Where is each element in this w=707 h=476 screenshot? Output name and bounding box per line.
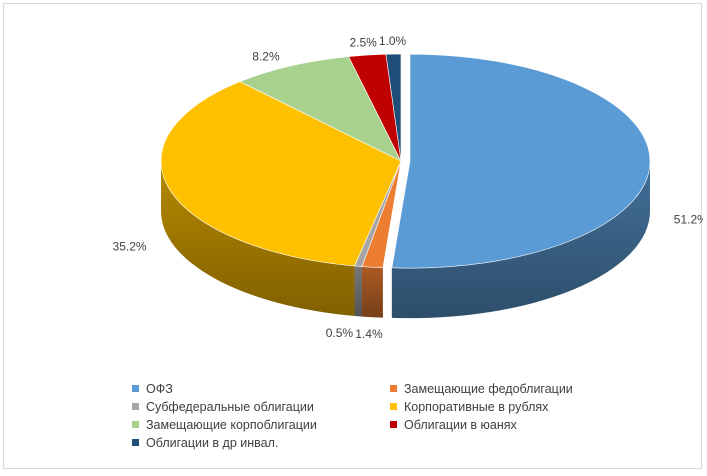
pie-slice-ofz bbox=[391, 53, 651, 269]
legend-swatch bbox=[390, 403, 397, 410]
legend-item-other-fx: Облигации в др инвал. bbox=[132, 434, 390, 451]
data-label-yuan: 2.5% bbox=[349, 35, 377, 49]
legend-label: ОФЗ bbox=[146, 381, 173, 396]
data-label-replacement-corp: 8.2% bbox=[252, 49, 280, 63]
pie-slice-side-corporate-rub bbox=[161, 161, 355, 316]
legend-item-subfederal: Субфедеральные облигации bbox=[132, 398, 390, 415]
legend-item-ofz: ОФЗ bbox=[132, 380, 390, 397]
legend-item-corporate-rub: Корпоративные в рублях bbox=[390, 398, 648, 415]
legend-swatch bbox=[132, 403, 139, 410]
data-label-subfederal: 0.5% bbox=[326, 326, 354, 340]
data-label-corporate-rub: 35.2% bbox=[113, 239, 147, 253]
chart-legend: ОФЗ Замещающие федоблигации Субфедеральн… bbox=[132, 380, 652, 451]
legend-swatch bbox=[132, 385, 139, 392]
legend-label: Корпоративные в рублях bbox=[404, 399, 549, 414]
pie-slice-side-subfederal bbox=[354, 265, 362, 317]
legend-label: Облигации в юанях bbox=[404, 417, 517, 432]
pie-slice-side-ofz bbox=[391, 161, 650, 319]
pie-slice-side-replacement-fed bbox=[361, 266, 383, 318]
legend-item-replacement-corp: Замещающие корпоблигации bbox=[132, 416, 390, 433]
legend-item-yuan: Облигации в юанях bbox=[390, 416, 648, 433]
data-label-other-fx: 1.0% bbox=[379, 34, 407, 48]
pie-slice-corporate-rub bbox=[160, 81, 402, 267]
pie-slice-other-fx bbox=[385, 53, 402, 162]
legend-item-replacement-fed: Замещающие федоблигации bbox=[390, 380, 648, 397]
pie-chart: 51.2% 1.4%0.5% 35.2% 8.2% 2.5%1.0% bbox=[113, 34, 703, 341]
legend-label: Замещающие корпоблигации bbox=[146, 417, 317, 432]
legend-swatch bbox=[390, 385, 397, 392]
legend-swatch bbox=[132, 421, 139, 428]
legend-label: Замещающие федоблигации bbox=[404, 381, 573, 396]
chart-frame: 51.2% 1.4%0.5% 35.2% 8.2% 2.5%1.0% ОФЗ Замещ… bbox=[3, 3, 703, 469]
legend-swatch bbox=[390, 421, 397, 428]
data-label-replacement-fed: 1.4% bbox=[355, 327, 383, 341]
legend-label: Субфедеральные облигации bbox=[146, 399, 314, 414]
data-label-ofz: 51.2% bbox=[674, 213, 703, 227]
legend-label: Облигации в др инвал. bbox=[146, 435, 279, 450]
pie-slice-replacement-corp bbox=[239, 56, 402, 162]
legend-swatch bbox=[132, 439, 139, 446]
